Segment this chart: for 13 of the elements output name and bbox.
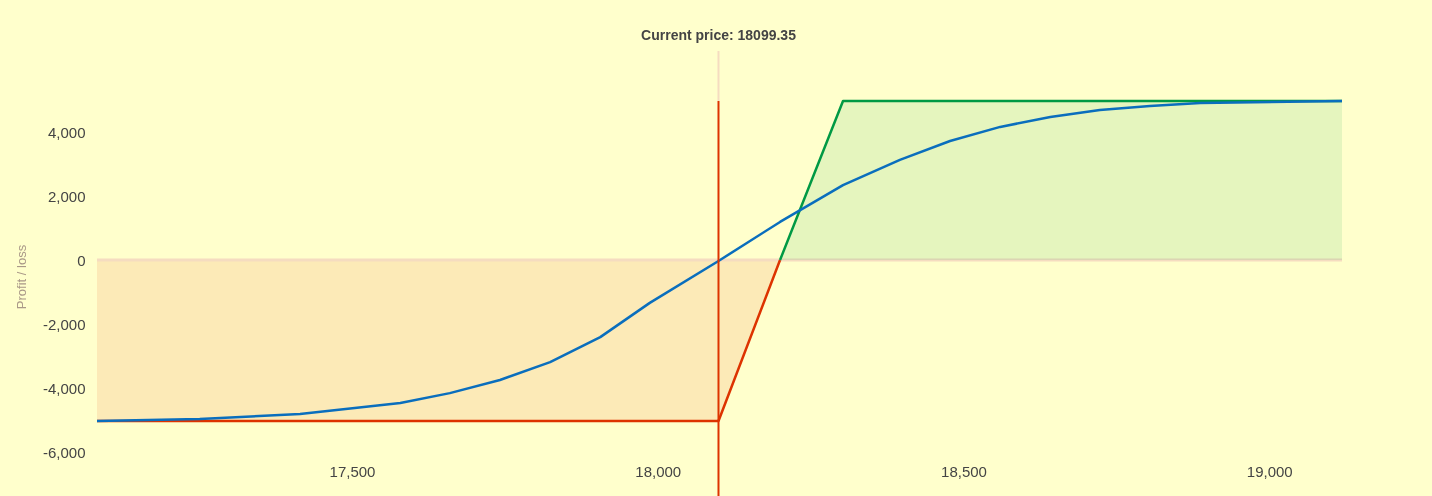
y-tick-label: 0 (77, 251, 86, 269)
line-series (95, 99, 1344, 423)
y-axis-title: Profit / loss (13, 244, 29, 310)
y-tick-label: 2,000 (47, 187, 86, 205)
x-tick-label: 18,000 (635, 462, 682, 480)
x-tick-label: 19,000 (1246, 462, 1293, 480)
y-tick-label: -4,000 (42, 379, 86, 397)
y-tick-label: 4,000 (47, 123, 86, 141)
ref-line-label: Current price: 18099.35 (641, 27, 797, 43)
y-tick-label: -6,000 (42, 443, 86, 461)
x-tick-label: 17,500 (329, 462, 376, 480)
x-tick-label: 18,500 (941, 462, 987, 480)
y-tick-label: -2,000 (42, 315, 86, 333)
